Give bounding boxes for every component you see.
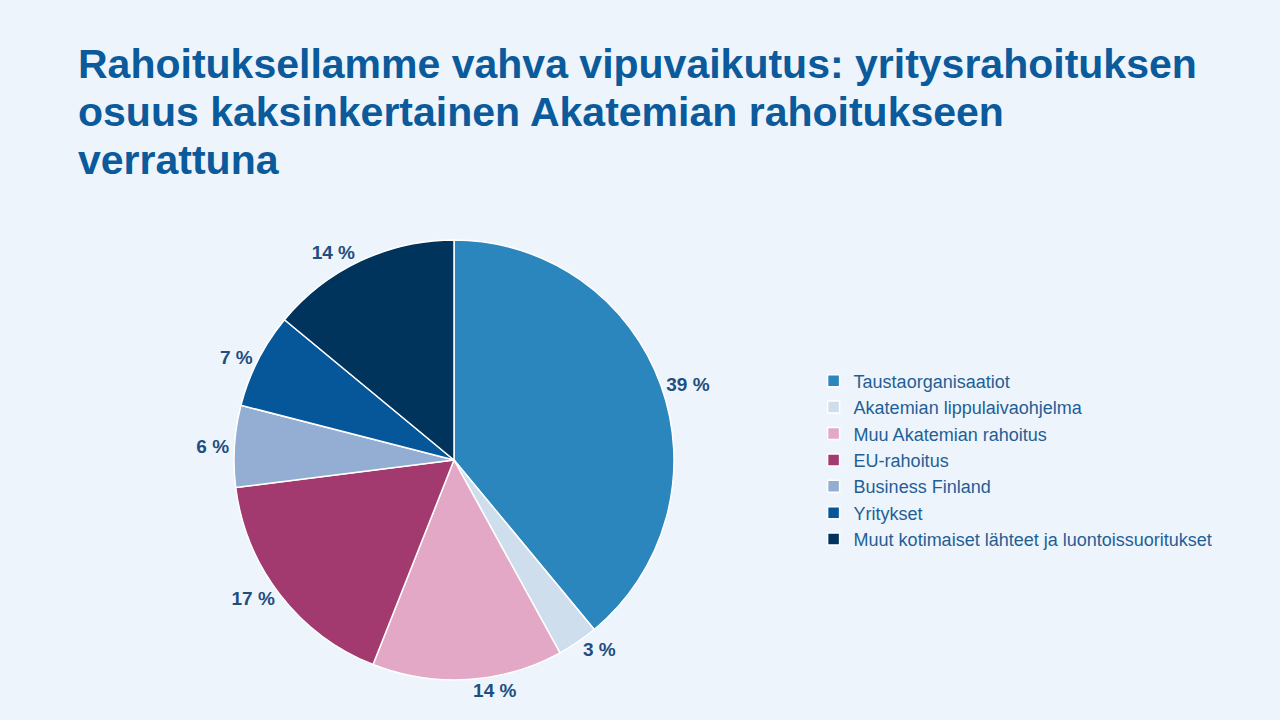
svg-text:14 %: 14 % xyxy=(473,680,516,701)
svg-text:Taustaorganisaatiot: Taustaorganisaatiot xyxy=(854,372,1010,392)
svg-text:6 %: 6 % xyxy=(196,436,229,457)
svg-text:Muu Akatemian rahoitus: Muu Akatemian rahoitus xyxy=(854,425,1047,445)
svg-text:14 %: 14 % xyxy=(312,242,355,263)
svg-text:EU-rahoitus: EU-rahoitus xyxy=(854,451,949,471)
svg-text:Yritykset: Yritykset xyxy=(854,504,923,524)
svg-text:Business Finland: Business Finland xyxy=(854,477,991,497)
svg-text:17 %: 17 % xyxy=(232,588,275,609)
html-text:Rahoituksellamme vahva vipuvai: Rahoituksellamme vahva vipuvaikutus: yri… xyxy=(78,41,1197,183)
svg-text:Akatemian lippulaivaohjelma: Akatemian lippulaivaohjelma xyxy=(854,398,1083,418)
svg-text:3 %: 3 % xyxy=(583,639,616,660)
svg-text:39 %: 39 % xyxy=(666,374,709,395)
svg-text:7 %: 7 % xyxy=(220,347,253,368)
svg-text:Muut kotimaiset lähteet ja luo: Muut kotimaiset lähteet ja luontoissuori… xyxy=(854,530,1212,550)
